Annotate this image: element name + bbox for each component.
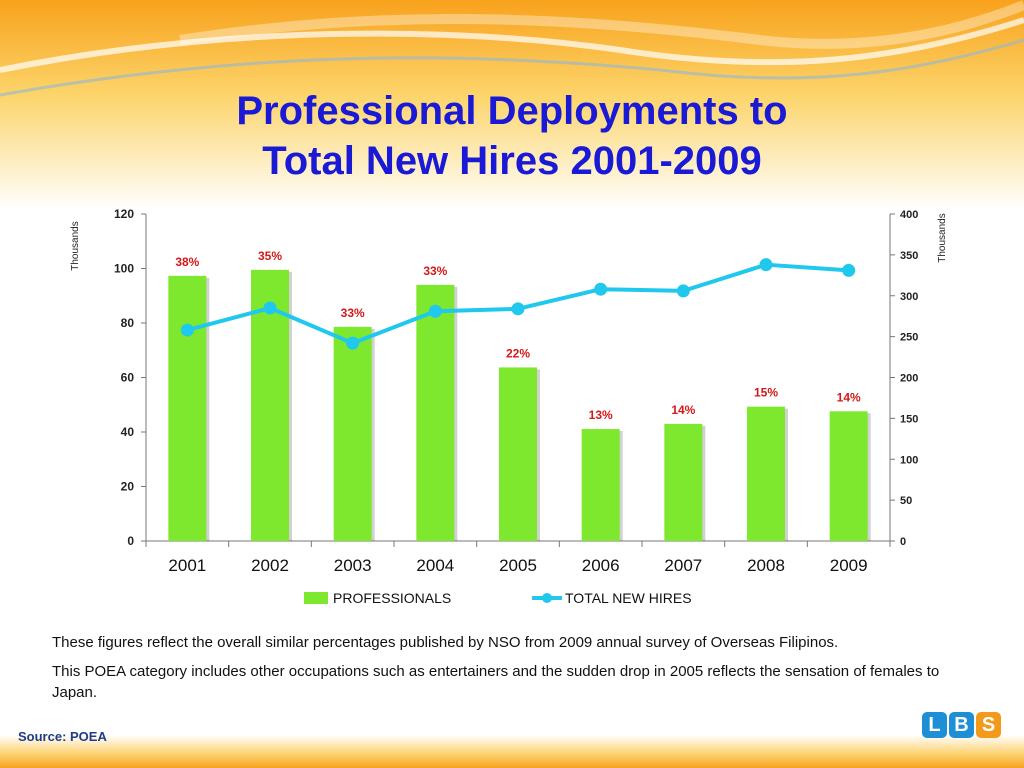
left-tick-label: 40 [121, 425, 135, 439]
x-tick-label: 2005 [499, 556, 537, 575]
line-point [263, 301, 277, 315]
x-tick-label: 2001 [168, 556, 206, 575]
note-2: This POEA category includes other occupa… [52, 663, 940, 701]
title-line-2: Total New Hires 2001-2009 [262, 139, 762, 183]
left-tick-label: 0 [127, 534, 134, 548]
line-point [759, 258, 773, 272]
legend-swatch-professionals [304, 592, 328, 604]
logo-letter-s: S [976, 712, 1001, 738]
bar-professionals [747, 406, 785, 541]
left-axis-title: Thousands [70, 221, 81, 270]
left-tick-label: 120 [114, 207, 134, 221]
logo-letter-l: L [922, 712, 947, 738]
right-tick-label: 300 [900, 291, 918, 303]
right-tick-label: 50 [900, 495, 912, 507]
right-axis-title: Thousands [937, 213, 948, 262]
x-tick-label: 2004 [416, 556, 454, 575]
bar-data-label: 14% [837, 390, 861, 404]
legend-label-professionals: PROFESSIONALS [333, 590, 451, 606]
combo-chart: 0 20 40 60 80 100 120 0 50 100 150 200 250 300 350 400 T… [70, 207, 948, 606]
bar-professionals [333, 326, 372, 541]
title-line-1: Professional Deployments to [236, 89, 788, 133]
bar-professionals [416, 284, 455, 541]
x-tick-label: 2003 [334, 556, 372, 575]
x-tick-label: 2006 [582, 556, 620, 575]
line-point [594, 282, 608, 296]
bar-professionals [581, 429, 620, 541]
legend-marker-total-new-hires [542, 593, 552, 603]
right-tick-label: 200 [900, 373, 918, 385]
bar-data-label: 15% [754, 386, 778, 400]
right-tick-label: 0 [900, 536, 906, 548]
page-title: Professional Deployments to Total New Hi… [0, 86, 1024, 186]
line-point [511, 302, 525, 316]
left-tick-label: 60 [121, 371, 135, 385]
left-tick-label: 20 [121, 480, 135, 494]
x-tick-label: 2002 [251, 556, 289, 575]
logo-letter-b: B [949, 712, 974, 738]
left-tick-label: 80 [121, 316, 135, 330]
bar-data-label: 38% [175, 255, 199, 269]
lbs-logo: L B S [922, 712, 1002, 740]
note-1: These figures reflect the overall simila… [52, 634, 839, 651]
bar-data-label: 13% [589, 408, 613, 422]
right-tick-label: 400 [900, 209, 918, 221]
line-point [180, 323, 194, 337]
line-point [842, 263, 856, 277]
bar-professionals [499, 367, 537, 541]
bar-data-label: 14% [671, 403, 695, 417]
right-tick-label: 150 [900, 413, 918, 425]
line-point [676, 284, 690, 298]
line-point [428, 304, 442, 318]
bar-professionals [829, 411, 868, 541]
right-tick-label: 250 [900, 332, 918, 344]
right-tick-label: 350 [900, 250, 918, 262]
bar-professionals [168, 275, 207, 541]
bar-data-label: 35% [258, 249, 282, 263]
x-tick-label: 2008 [747, 556, 785, 575]
bar-professionals [664, 423, 703, 541]
bar-data-label: 33% [341, 306, 365, 320]
legend-label-total-new-hires: TOTAL NEW HIRES [565, 590, 692, 606]
x-tick-label: 2007 [664, 556, 702, 575]
right-tick-label: 100 [900, 454, 918, 466]
bar-data-label: 33% [423, 264, 447, 278]
source-label: Source: POEA [18, 729, 107, 744]
left-tick-label: 100 [114, 262, 134, 276]
line-point [346, 336, 360, 350]
bar-data-label: 22% [506, 346, 530, 360]
x-tick-label: 2009 [830, 556, 868, 575]
